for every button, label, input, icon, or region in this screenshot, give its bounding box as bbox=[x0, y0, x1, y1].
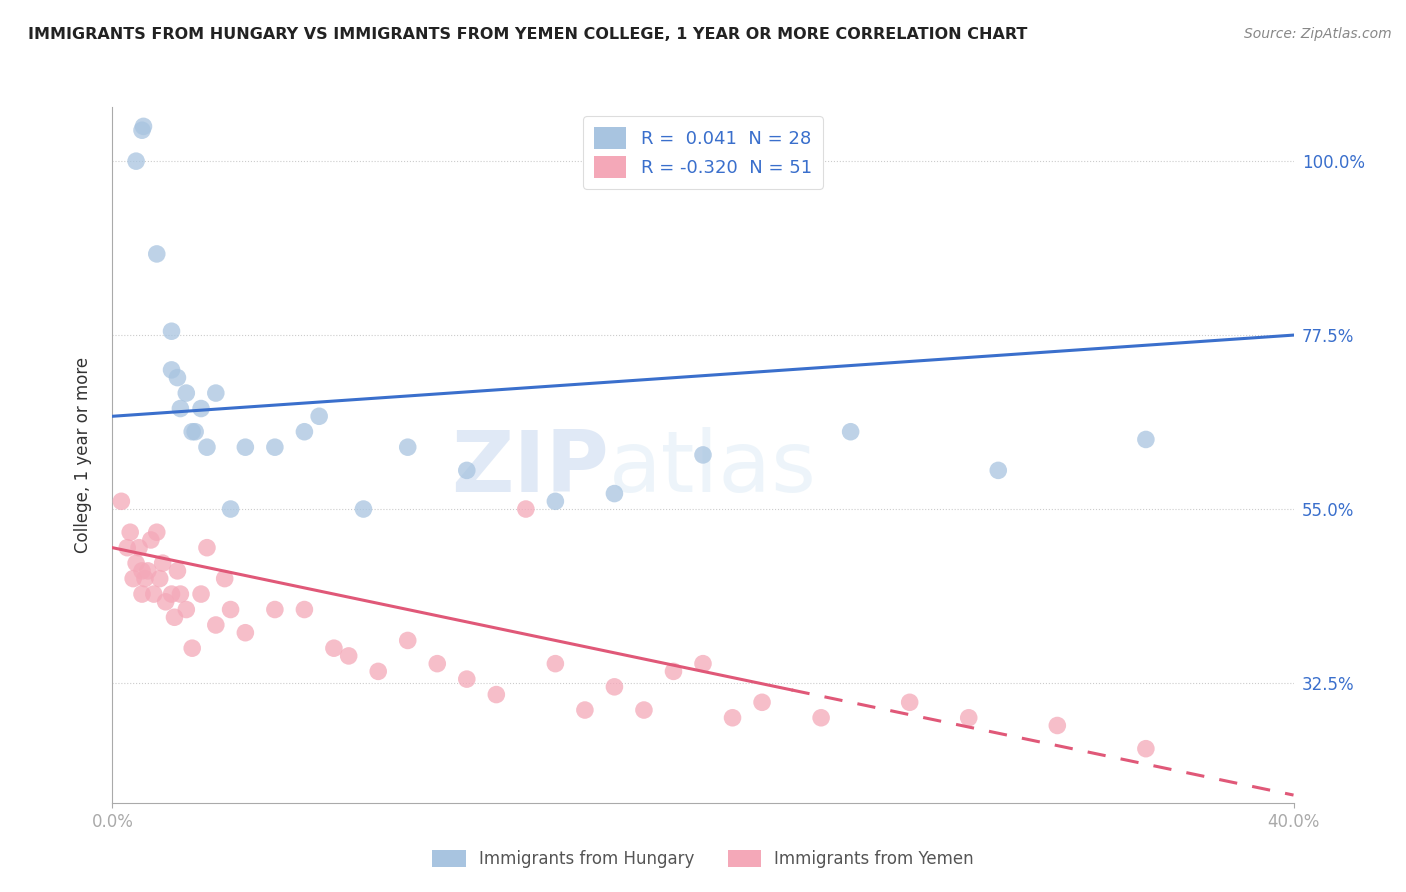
Legend: R =  0.041  N = 28, R = -0.320  N = 51: R = 0.041 N = 28, R = -0.320 N = 51 bbox=[583, 116, 823, 189]
Y-axis label: College, 1 year or more: College, 1 year or more bbox=[73, 357, 91, 553]
Point bbox=[810, 711, 832, 725]
Point bbox=[957, 711, 980, 725]
Point bbox=[155, 595, 177, 609]
Point bbox=[1135, 741, 1157, 756]
Point bbox=[456, 672, 478, 686]
Point bbox=[125, 154, 148, 169]
Point bbox=[166, 370, 188, 384]
Point bbox=[152, 556, 174, 570]
Text: atlas: atlas bbox=[609, 427, 817, 510]
Point bbox=[169, 401, 191, 416]
Point bbox=[169, 587, 191, 601]
Point bbox=[190, 587, 212, 601]
Point bbox=[131, 564, 153, 578]
Text: Source: ZipAtlas.com: Source: ZipAtlas.com bbox=[1244, 27, 1392, 41]
Point bbox=[515, 502, 537, 516]
Point bbox=[132, 120, 155, 134]
Point bbox=[142, 587, 165, 601]
Point bbox=[139, 533, 162, 547]
Text: ZIP: ZIP bbox=[451, 427, 609, 510]
Point bbox=[184, 425, 207, 439]
Point bbox=[146, 247, 169, 261]
Point bbox=[396, 440, 419, 454]
Point bbox=[128, 541, 150, 555]
Point bbox=[125, 556, 148, 570]
Point bbox=[839, 425, 862, 439]
Point bbox=[160, 363, 183, 377]
Point bbox=[181, 425, 204, 439]
Point bbox=[195, 541, 218, 555]
Point bbox=[214, 572, 236, 586]
Legend: Immigrants from Hungary, Immigrants from Yemen: Immigrants from Hungary, Immigrants from… bbox=[426, 843, 980, 875]
Point bbox=[131, 123, 153, 137]
Point bbox=[163, 610, 186, 624]
Point bbox=[160, 587, 183, 601]
Point bbox=[205, 386, 228, 401]
Point bbox=[190, 401, 212, 416]
Point bbox=[149, 572, 172, 586]
Point bbox=[219, 602, 242, 616]
Point bbox=[146, 525, 169, 540]
Point bbox=[174, 386, 197, 401]
Point bbox=[633, 703, 655, 717]
Point bbox=[751, 695, 773, 709]
Point bbox=[134, 572, 156, 586]
Point bbox=[485, 688, 508, 702]
Point bbox=[117, 541, 138, 555]
Point bbox=[122, 572, 145, 586]
Point bbox=[544, 494, 567, 508]
Point bbox=[456, 463, 478, 477]
Point bbox=[131, 587, 153, 601]
Point bbox=[264, 602, 287, 616]
Point bbox=[544, 657, 567, 671]
Point bbox=[136, 564, 159, 578]
Point bbox=[396, 633, 419, 648]
Point bbox=[174, 602, 197, 616]
Point bbox=[181, 641, 204, 656]
Point bbox=[166, 564, 188, 578]
Point bbox=[662, 665, 685, 679]
Point bbox=[367, 665, 389, 679]
Point bbox=[233, 625, 256, 640]
Point bbox=[323, 641, 346, 656]
Point bbox=[160, 324, 183, 338]
Point bbox=[264, 440, 287, 454]
Point bbox=[603, 680, 626, 694]
Point bbox=[692, 448, 714, 462]
Point bbox=[692, 657, 714, 671]
Point bbox=[574, 703, 596, 717]
Point bbox=[292, 602, 315, 616]
Point bbox=[233, 440, 256, 454]
Point bbox=[352, 502, 374, 516]
Point bbox=[308, 409, 330, 424]
Point bbox=[721, 711, 744, 725]
Point bbox=[1046, 718, 1069, 732]
Point bbox=[1135, 433, 1157, 447]
Point bbox=[292, 425, 315, 439]
Point bbox=[110, 494, 132, 508]
Point bbox=[898, 695, 921, 709]
Point bbox=[603, 486, 626, 500]
Text: IMMIGRANTS FROM HUNGARY VS IMMIGRANTS FROM YEMEN COLLEGE, 1 YEAR OR MORE CORRELA: IMMIGRANTS FROM HUNGARY VS IMMIGRANTS FR… bbox=[28, 27, 1028, 42]
Point bbox=[120, 525, 142, 540]
Point bbox=[195, 440, 218, 454]
Point bbox=[426, 657, 449, 671]
Point bbox=[987, 463, 1010, 477]
Point bbox=[337, 648, 360, 663]
Point bbox=[219, 502, 242, 516]
Point bbox=[205, 618, 228, 632]
